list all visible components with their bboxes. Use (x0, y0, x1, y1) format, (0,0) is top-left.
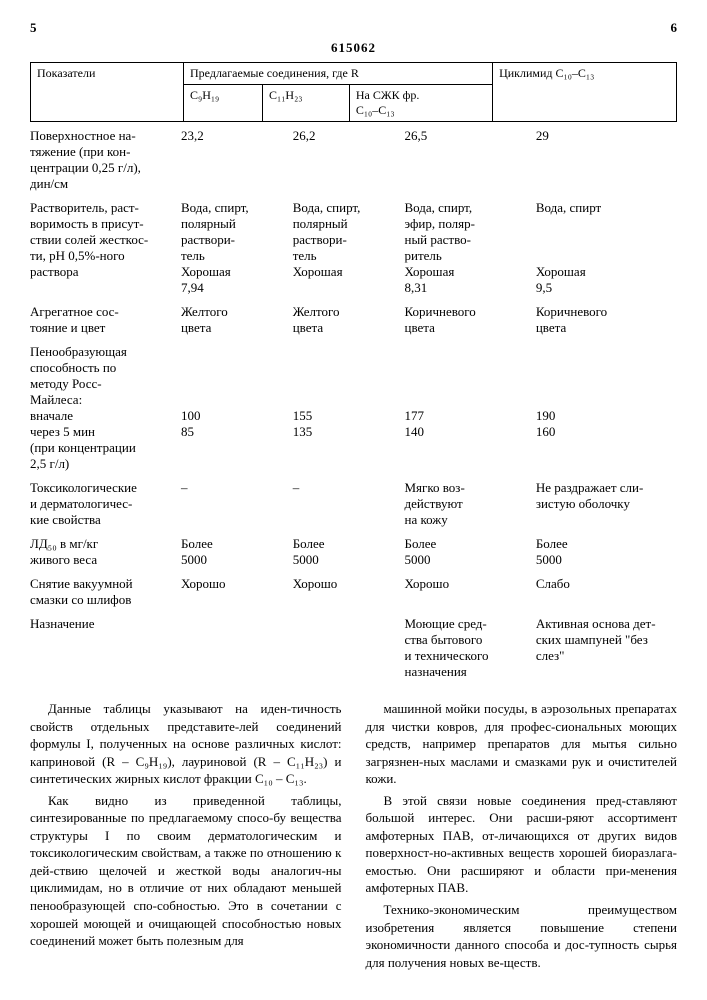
row-value: Более 5000 (404, 534, 535, 574)
body-text: Данные таблицы указывают на иден-тичност… (30, 700, 677, 975)
row-value: Хорошо (181, 574, 293, 614)
col-no-right: 6 (671, 20, 678, 36)
table-head-indicators: Показатели (31, 63, 184, 122)
text-column-left: Данные таблицы указывают на иден-тичност… (30, 700, 342, 975)
row-label: Растворитель, раст- воримость в присут- … (30, 198, 181, 302)
row-value: Хорошо (293, 574, 405, 614)
patent-number: 615062 (30, 40, 677, 56)
row-value (293, 614, 405, 686)
paragraph: Как видно из приведенной таблицы, синтез… (30, 792, 342, 950)
table-head-c11: C₁₁H₂₃ (263, 85, 350, 122)
row-value: 26,5 (404, 126, 535, 198)
row-label: Агрегатное сос- тояние и цвет (30, 302, 181, 342)
table-head-group: Предлагаемые соединения, где R (184, 63, 493, 85)
row-value: Коричневого цвета (404, 302, 535, 342)
row-value: Вода, спирт Хорошая 9,5 (536, 198, 677, 302)
row-value: 26,2 (293, 126, 405, 198)
row-value: Желтого цвета (293, 302, 405, 342)
row-value: Коричневого цвета (536, 302, 677, 342)
properties-table: Показатели Предлагаемые соединения, где … (30, 62, 677, 122)
text-column-right: машинной мойки посуды, в аэрозольных пре… (366, 700, 678, 975)
row-value: 155 135 (293, 342, 405, 478)
row-value: 100 85 (181, 342, 293, 478)
table-head-cyclimid: Циклимид C₁₀–C₁₃ (493, 63, 677, 122)
row-label: Токсикологические и дерматологичес- кие … (30, 478, 181, 534)
row-value: Вода, спирт, эфир, поляр- ный раство- ри… (404, 198, 535, 302)
row-label: Назначение (30, 614, 181, 686)
col-no-left: 5 (30, 20, 37, 36)
row-value: Более 5000 (181, 534, 293, 574)
row-value: – (181, 478, 293, 534)
page-header: 5 6 (30, 20, 677, 36)
row-value: Более 5000 (536, 534, 677, 574)
row-value: 190 160 (536, 342, 677, 478)
table-head-c9: C₉H₁₉ (184, 85, 263, 122)
row-label: Пенообразующая способность по методу Рос… (30, 342, 181, 478)
paragraph: машинной мойки посуды, в аэрозольных пре… (366, 700, 678, 788)
row-label: Снятие вакуумной смазки со шлифов (30, 574, 181, 614)
table-head-szhk: На СЖК фр. C₁₀–C₁₃ (349, 85, 492, 122)
row-label: Поверхностное на- тяжение (при кон- цент… (30, 126, 181, 198)
row-value: Активная основа дет- ских шампуней "без … (536, 614, 677, 686)
row-value: – (293, 478, 405, 534)
row-value: Вода, спирт, полярный раствори- тель Хор… (181, 198, 293, 302)
row-value: Мягко воз- действуют на кожу (404, 478, 535, 534)
row-value: Моющие сред- ства бытового и техническог… (404, 614, 535, 686)
paragraph: В этой связи новые соединения пред-ставл… (366, 792, 678, 897)
row-value: Более 5000 (293, 534, 405, 574)
row-value: 23,2 (181, 126, 293, 198)
row-value: Желтого цвета (181, 302, 293, 342)
row-label: ЛД₅₀ в мг/кг живого веса (30, 534, 181, 574)
paragraph: Данные таблицы указывают на иден-тичност… (30, 700, 342, 788)
row-value: 29 (536, 126, 677, 198)
row-value (181, 614, 293, 686)
row-value: Вода, спирт, полярный раствори- тель Хор… (293, 198, 405, 302)
row-value: Не раздражает сли- зистую оболочку (536, 478, 677, 534)
row-value: 177 140 (404, 342, 535, 478)
row-value: Слабо (536, 574, 677, 614)
table-body: Поверхностное на- тяжение (при кон- цент… (30, 126, 677, 686)
paragraph: Технико-экономическим преимуществом изоб… (366, 901, 678, 971)
row-value: Хорошо (404, 574, 535, 614)
